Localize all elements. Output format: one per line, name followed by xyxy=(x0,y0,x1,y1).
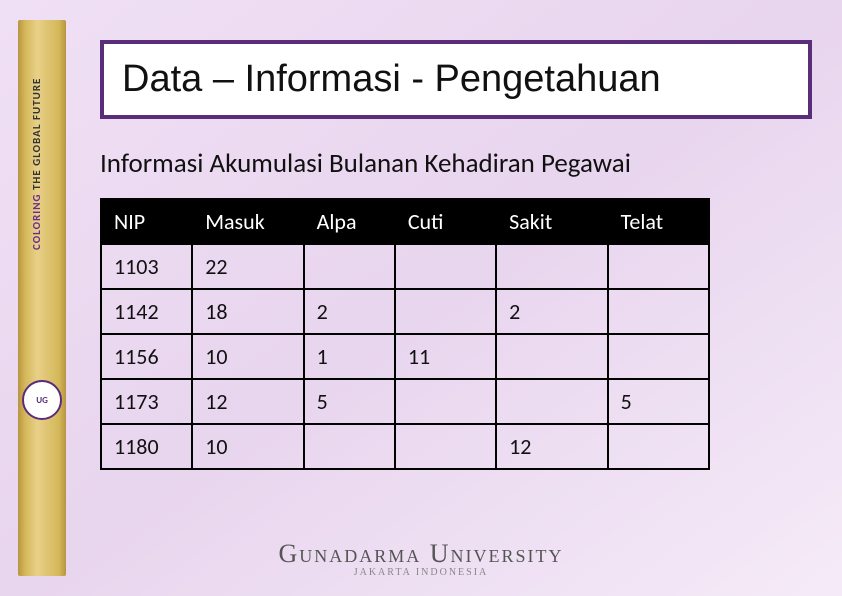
table-row: 11731255 xyxy=(101,379,709,424)
table-cell: 11 xyxy=(395,334,496,379)
table-row: 115610111 xyxy=(101,334,709,379)
page-title: Data – Informasi - Pengetahuan xyxy=(122,58,790,101)
table-row: 118010 12 xyxy=(101,424,709,469)
table-cell xyxy=(608,424,709,469)
table-header-row: NIPMasukAlpaCutiSakitTelat xyxy=(101,199,709,244)
main-content: Data – Informasi - Pengetahuan Informasi… xyxy=(100,40,812,470)
table-cell: 2 xyxy=(304,289,395,334)
table-cell: 2 xyxy=(496,289,607,334)
table-cell xyxy=(395,289,496,334)
table-cell: 5 xyxy=(304,379,395,424)
footer-university: Gunadarma University xyxy=(0,539,842,569)
table-header-cell: Masuk xyxy=(192,199,303,244)
table-header-cell: Sakit xyxy=(496,199,607,244)
table-cell: 1156 xyxy=(101,334,192,379)
table-header-cell: Telat xyxy=(608,199,709,244)
table-row: 11421822 xyxy=(101,289,709,334)
table-cell: 1180 xyxy=(101,424,192,469)
table-header-cell: NIP xyxy=(101,199,192,244)
vertical-tagline-coloring: COLORING xyxy=(30,194,43,250)
table-cell: 10 xyxy=(192,334,303,379)
table-cell xyxy=(496,379,607,424)
table-cell xyxy=(395,379,496,424)
ug-crest-logo: UG xyxy=(22,380,62,420)
title-box: Data – Informasi - Pengetahuan xyxy=(100,40,812,119)
table-cell: 5 xyxy=(608,379,709,424)
table-cell xyxy=(608,334,709,379)
table-row: 110322 xyxy=(101,244,709,289)
footer-location: JAKARTA INDONESIA xyxy=(0,567,842,578)
table-cell: 12 xyxy=(496,424,607,469)
table-cell xyxy=(304,244,395,289)
table-cell xyxy=(608,289,709,334)
logo-text: UG xyxy=(36,395,48,406)
footer: Gunadarma University JAKARTA INDONESIA xyxy=(0,539,842,578)
table-cell xyxy=(304,424,395,469)
attendance-table: NIPMasukAlpaCutiSakitTelat 1103221142182… xyxy=(100,198,710,470)
table-cell: 22 xyxy=(192,244,303,289)
table-cell: 1 xyxy=(304,334,395,379)
subtitle: Informasi Akumulasi Bulanan Kehadiran Pe… xyxy=(100,147,812,180)
table-cell xyxy=(496,244,607,289)
table-cell xyxy=(395,244,496,289)
table-cell xyxy=(608,244,709,289)
table-cell xyxy=(395,424,496,469)
table-cell: 1173 xyxy=(101,379,192,424)
vertical-tagline: COLORING THE GLOBAL FUTURE xyxy=(30,78,43,250)
table-cell: 1103 xyxy=(101,244,192,289)
table-header-cell: Cuti xyxy=(395,199,496,244)
table-cell: 18 xyxy=(192,289,303,334)
table-cell: 1142 xyxy=(101,289,192,334)
table-cell xyxy=(496,334,607,379)
table-header-cell: Alpa xyxy=(304,199,395,244)
table-cell: 12 xyxy=(192,379,303,424)
table-cell: 10 xyxy=(192,424,303,469)
vertical-tagline-rest: THE GLOBAL FUTURE xyxy=(30,78,43,194)
